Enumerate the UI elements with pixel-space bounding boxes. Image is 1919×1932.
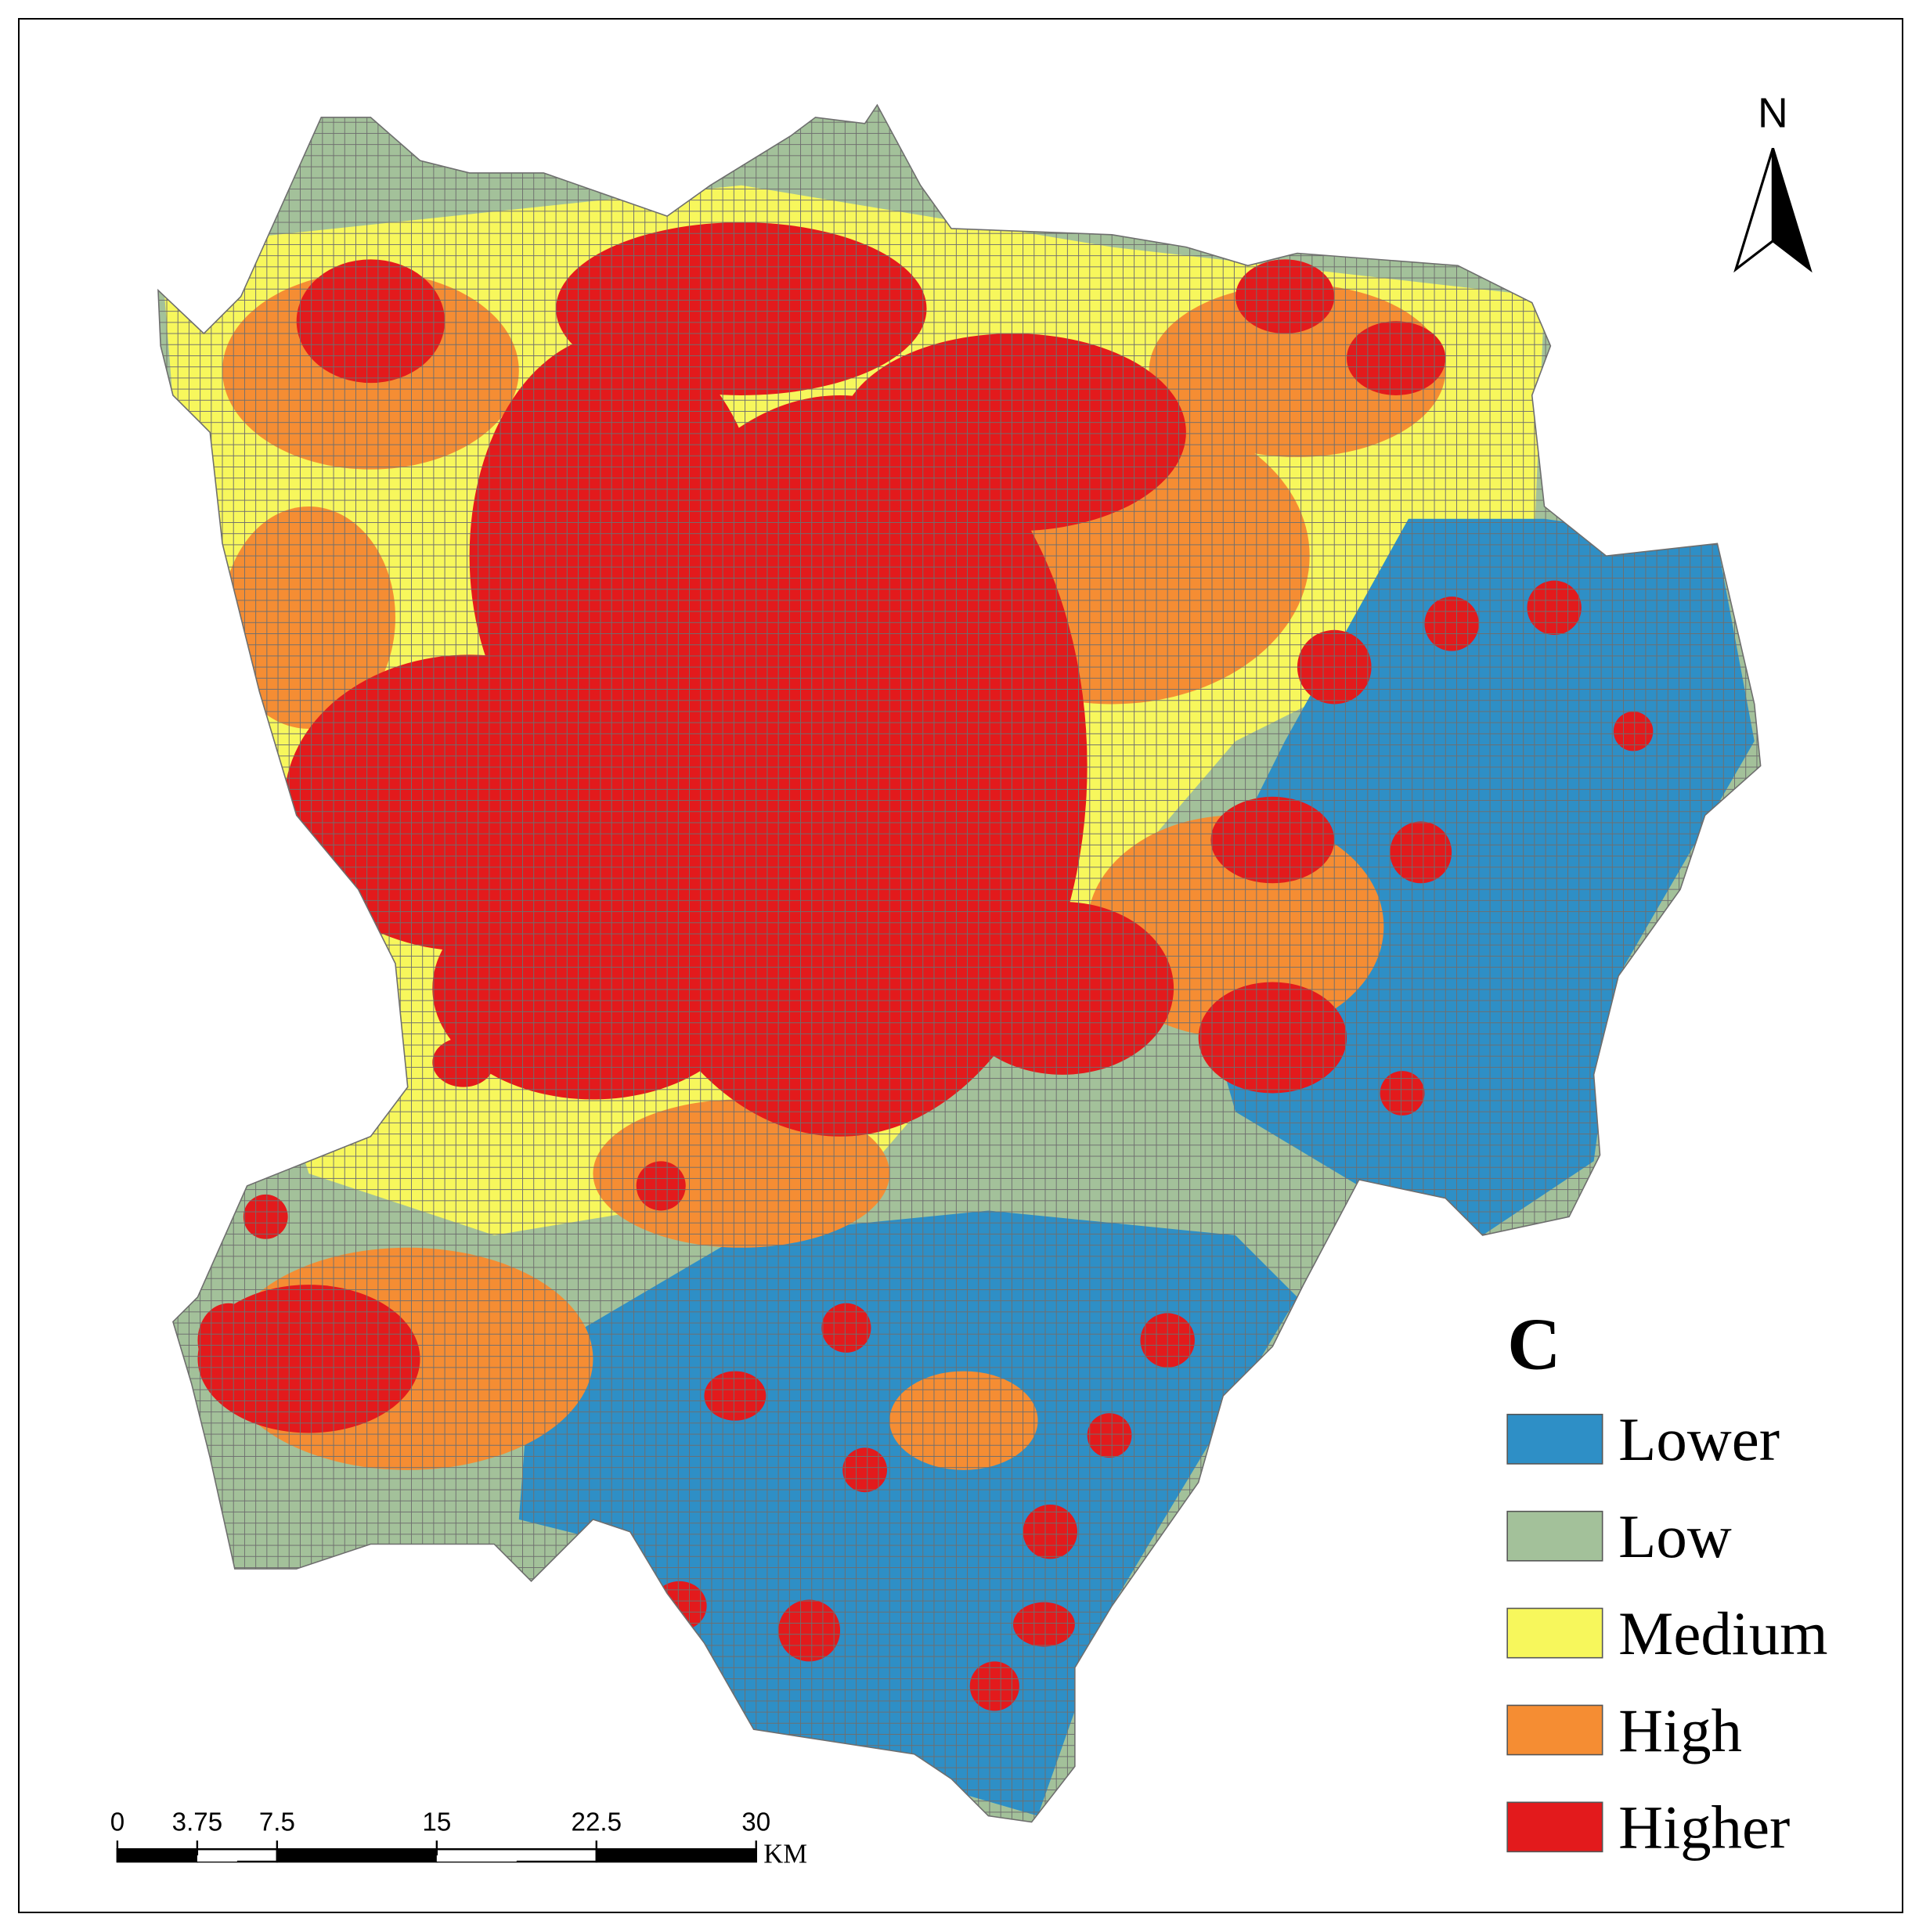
legend-label: Medium: [1618, 1600, 1827, 1668]
scale-bar-half: [276, 1855, 357, 1862]
legend-swatch: [1506, 1607, 1603, 1659]
scale-bar-half: [596, 1855, 676, 1862]
legend-label: Low: [1618, 1503, 1732, 1571]
scale-label: 0: [110, 1808, 124, 1837]
scale-label: 22.5: [572, 1808, 622, 1837]
scale-label: 30: [741, 1808, 770, 1837]
legend-swatch: [1506, 1801, 1603, 1853]
north-arrow-right: [1771, 147, 1813, 273]
legend-label: Higher: [1618, 1794, 1790, 1862]
legend-label: Lower: [1618, 1406, 1780, 1474]
scale-label: 3.75: [172, 1808, 222, 1837]
scale-bar-half: [197, 1855, 237, 1862]
scale-label: 15: [422, 1808, 451, 1837]
scale-bar-half: [117, 1855, 157, 1862]
legend: Lower Low Medium High Higher: [1506, 1406, 1828, 1862]
legend-swatch: [1506, 1704, 1603, 1756]
legend-swatch: [1506, 1414, 1603, 1465]
legend-label: High: [1618, 1697, 1742, 1765]
scale-unit: KM: [763, 1839, 807, 1869]
scale-label: 7.5: [259, 1808, 295, 1837]
legend-swatch: [1506, 1510, 1603, 1562]
north-label: N: [1758, 90, 1788, 137]
scale-bar-half: [436, 1855, 517, 1862]
panel-label: C: [1507, 1303, 1560, 1385]
